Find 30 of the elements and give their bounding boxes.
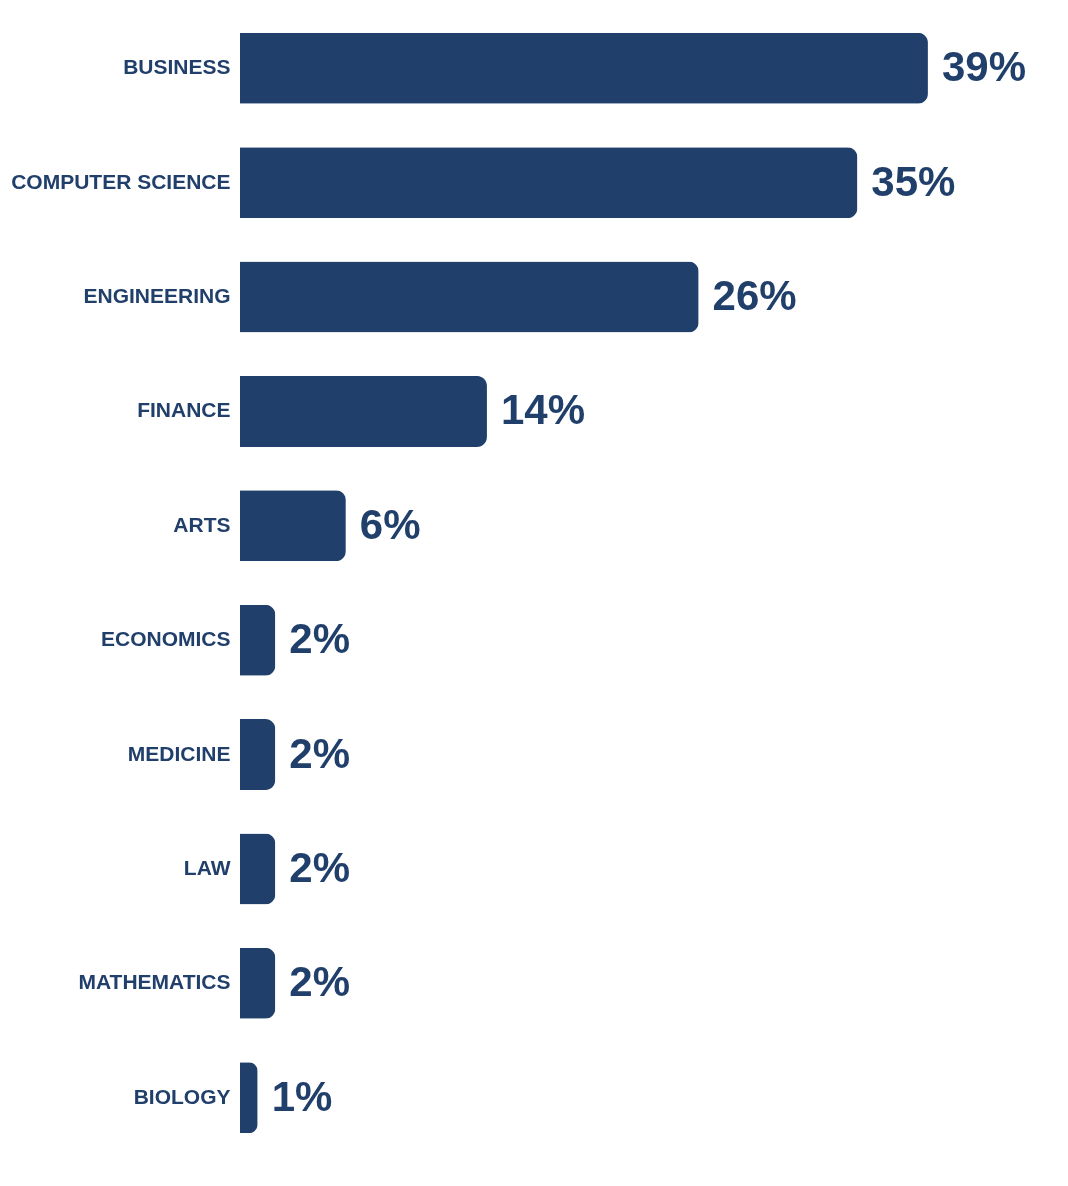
data-label: 35%: [871, 157, 956, 205]
y-tick-label: BIOLOGY: [133, 1084, 231, 1108]
data-label: 2%: [289, 843, 350, 891]
bar: [240, 490, 346, 562]
data-label: 2%: [289, 615, 350, 663]
y-tick-label: MEDICINE: [127, 741, 231, 765]
bar: [240, 32, 928, 104]
data-label: 6%: [359, 500, 421, 548]
bar: [240, 604, 276, 676]
bar: [240, 833, 276, 905]
data-label: 26%: [712, 272, 797, 320]
bar: [240, 947, 276, 1019]
bar: [240, 1062, 258, 1134]
bar: [240, 261, 699, 333]
data-label: 39%: [941, 43, 1026, 91]
y-tick-label: ARTS: [173, 512, 231, 536]
y-tick-label: ENGINEERING: [83, 284, 231, 308]
data-label: 1%: [271, 1072, 333, 1120]
y-tick-label: FINANCE: [137, 398, 231, 422]
data-label: 2%: [289, 958, 350, 1006]
y-tick-label: MATHEMATICS: [78, 970, 231, 994]
data-label: 2%: [289, 729, 350, 777]
data-label: 14%: [500, 386, 586, 434]
bar: [240, 147, 858, 219]
bar: [240, 719, 276, 791]
bar: [240, 375, 487, 447]
y-tick-label: COMPUTER SCIENCE: [11, 169, 231, 193]
y-tick-label: ECONOMICS: [100, 627, 231, 651]
y-tick-label: BUSINESS: [123, 55, 231, 79]
y-tick-label: LAW: [183, 855, 231, 879]
